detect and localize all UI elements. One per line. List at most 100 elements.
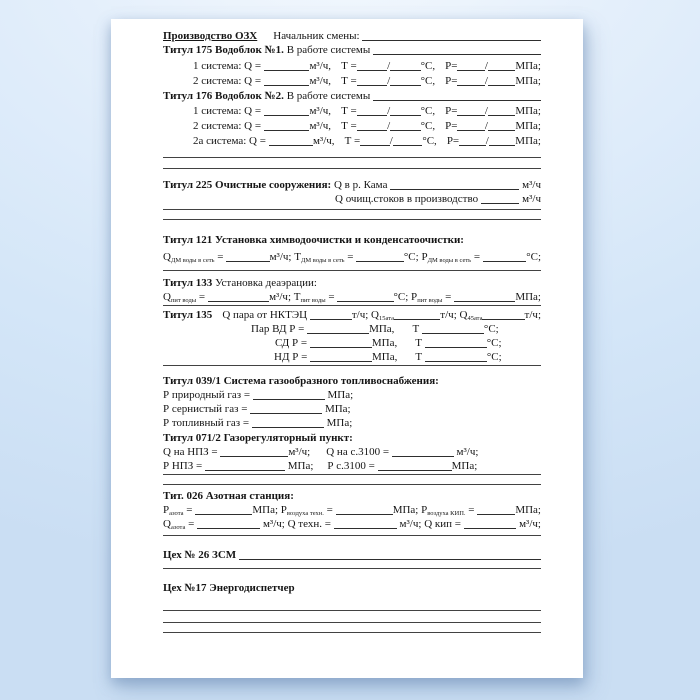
blank-field	[487, 112, 516, 116]
field-label: =	[465, 504, 478, 516]
blank-field	[459, 142, 486, 146]
separator-line	[163, 610, 541, 611]
blank-field	[263, 67, 310, 71]
field-label: Установка деаэрации:	[212, 277, 317, 289]
t135-sd-row: СД Р = МПа, Т °С;	[275, 336, 541, 350]
field-label: Р природный газ =	[163, 389, 253, 401]
field-label: м³/ч	[519, 179, 541, 191]
field-label: =	[471, 251, 483, 263]
subscript-label: ДМ воды в сеть	[170, 257, 215, 264]
section-title: Титул 133	[163, 277, 213, 289]
field-label: /	[387, 75, 391, 87]
field-label: МПа;	[515, 504, 541, 516]
blank-field	[457, 127, 485, 131]
field-label: Т =	[344, 135, 361, 147]
field-label: Р=	[446, 135, 460, 147]
field-label: МПа;	[451, 460, 478, 472]
t026-title: Тит. 026 Азотная станция:	[163, 489, 541, 503]
field-label: НД Р =	[274, 351, 311, 363]
blank-field	[333, 525, 397, 529]
blank-field	[457, 112, 485, 116]
t039-row3: Р топливный газ = МПа;	[163, 416, 541, 430]
field-label: м³/ч; Т	[269, 291, 301, 303]
blank-field	[463, 525, 517, 529]
field-label: МПа;	[284, 460, 314, 472]
blank-field	[307, 330, 370, 334]
field-label: Q очищ.стоков в производство	[335, 193, 481, 205]
t176-system2-row: 2 система: Q = м³/ч, Т = / °С, Р= / МПа;	[193, 119, 541, 133]
blank-field	[424, 344, 487, 348]
field-label: 1 система: Q =	[193, 105, 264, 117]
field-label: /	[485, 135, 489, 147]
t175-system1-row: 1 система: Q = м³/ч, Т = / °С, Р= / МПа;	[193, 59, 541, 73]
field-label: =	[214, 251, 227, 263]
blank-field	[373, 51, 541, 55]
field-label: /	[387, 60, 391, 72]
t039-row1: Р природный газ = МПа;	[163, 388, 541, 402]
blank-field	[263, 127, 310, 131]
field-label: °С,	[420, 105, 436, 117]
field-label: Р=	[445, 60, 458, 72]
field-label: Пар ВД Р =	[251, 323, 308, 335]
section-title: Титул 039/1 Система газообразного топлив…	[163, 375, 439, 387]
field-label: м³/ч; Т	[269, 251, 301, 263]
field-label: МПа,	[372, 351, 398, 363]
field-label: /	[484, 60, 488, 72]
field-label: м³/ч;	[453, 446, 479, 458]
field-label: °С,	[420, 60, 436, 72]
blank-field	[480, 200, 520, 204]
blank-field	[268, 142, 313, 146]
t176-system1-row: 1 система: Q = м³/ч, Т = / °С, Р= / МПа;	[193, 104, 541, 118]
field-label: °С;	[483, 323, 499, 335]
subscript-label: воздуха техн.	[286, 510, 324, 517]
separator-line	[163, 484, 541, 485]
blank-field	[390, 112, 421, 116]
separator-line	[163, 157, 541, 158]
blank-field	[356, 82, 388, 86]
field-label: Т =	[341, 120, 357, 132]
t225-row2: Q очищ.стоков в производство м³/ч	[335, 192, 541, 206]
section-title: Цех №17 Энергодиспетчер	[163, 582, 295, 594]
field-label: В работе системы	[283, 44, 373, 56]
blank-field	[377, 467, 452, 471]
field-label: °С,	[420, 120, 436, 132]
separator-line	[163, 474, 541, 475]
field-label: °С; Р	[393, 291, 418, 303]
blank-field	[373, 97, 541, 101]
section-title: Титул 071/2 Газорегуляторный пункт:	[163, 432, 353, 444]
blank-field	[487, 82, 516, 86]
separator-line	[163, 622, 541, 623]
field-label: 1 система: Q =	[193, 60, 264, 72]
subscript-label: азота	[170, 524, 186, 531]
field-label: 2 система: Q =	[193, 120, 264, 132]
section-title: Титул 135	[163, 309, 213, 321]
blank-field	[335, 511, 393, 515]
field-label: МПа;	[515, 105, 541, 117]
blank-field	[204, 467, 285, 471]
field-label: °С; Р	[403, 251, 428, 263]
field-label: В работе системы	[283, 90, 373, 102]
t121-title: Титул 121 Установка химводоочистки и кон…	[163, 233, 541, 247]
field-label: МПа; Р	[252, 504, 287, 516]
field-label: Р	[163, 504, 170, 516]
t071-title: Титул 071/2 Газорегуляторный пункт:	[163, 431, 541, 445]
blank-field	[482, 258, 527, 262]
t071-row2: Р НПЗ = МПа; Р с.3100 = МПа;	[163, 459, 541, 473]
field-label: /	[484, 105, 488, 117]
separator-line	[163, 632, 541, 633]
blank-field	[197, 525, 261, 529]
field-label: /	[484, 120, 488, 132]
blank-field	[226, 258, 270, 262]
field-label: Р с.3100 =	[327, 460, 378, 472]
blank-field	[482, 316, 525, 320]
separator-line	[163, 365, 541, 366]
section-title: Цех № 26 ЗСМ	[163, 549, 239, 561]
field-label: м³/ч,	[309, 75, 332, 87]
field-label: т/ч;	[524, 309, 541, 321]
separator-line	[163, 209, 541, 210]
field-label: Т =	[341, 75, 357, 87]
field-label: м³/ч	[519, 193, 541, 205]
